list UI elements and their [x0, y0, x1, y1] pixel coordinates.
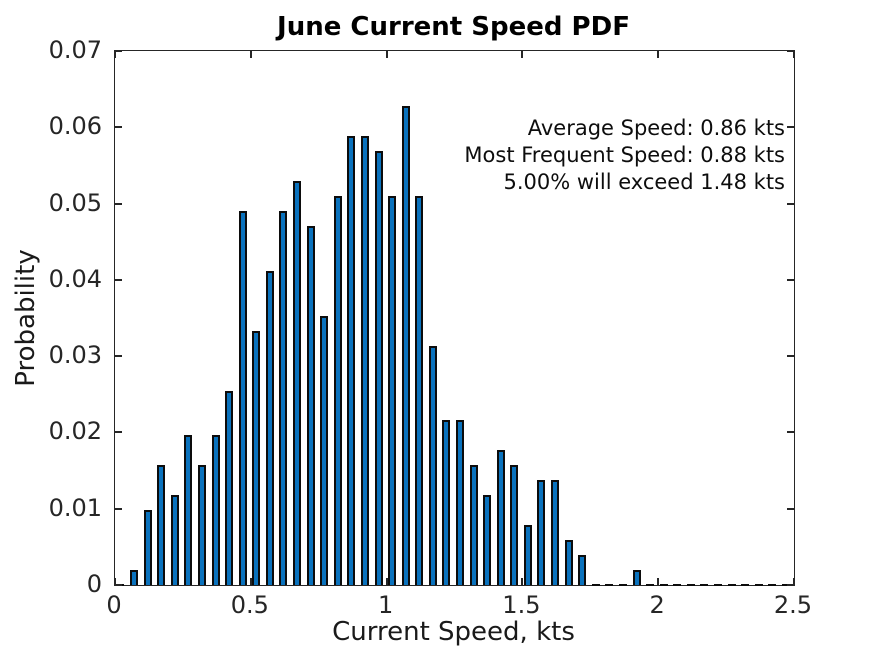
histogram-bar	[551, 480, 559, 585]
chart-title: June Current Speed PDF	[277, 12, 630, 42]
y-tick-label: 0.07	[48, 36, 102, 64]
histogram-bar	[578, 555, 587, 585]
histogram-bar	[130, 570, 138, 585]
histogram-bar	[523, 525, 532, 585]
y-tick-mark	[115, 202, 122, 205]
x-tick-mark	[249, 578, 252, 585]
stats-annotation: Average Speed: 0.86 kts Most Frequent Sp…	[464, 115, 785, 196]
histogram-bar	[415, 196, 424, 585]
histogram-bar	[632, 570, 641, 585]
annotation-average-speed: Average Speed: 0.86 kts	[527, 116, 785, 140]
x-tick-mark	[657, 578, 660, 585]
y-tick-mark	[787, 126, 794, 129]
histogram-bar	[252, 331, 261, 585]
zero-bin-mark	[659, 584, 668, 586]
y-tick-mark	[115, 507, 122, 510]
histogram-bar	[442, 420, 451, 585]
y-tick-mark	[115, 126, 122, 129]
histogram-bar	[469, 465, 478, 585]
histogram-bar	[143, 510, 152, 585]
zero-bin-mark	[768, 584, 777, 586]
histogram-bar	[157, 465, 166, 585]
y-tick-mark	[787, 278, 794, 281]
y-tick-label: 0	[86, 570, 102, 598]
plot-area	[114, 50, 795, 586]
x-axis-label: Current Speed, kts	[332, 617, 575, 647]
y-tick-mark	[115, 431, 122, 434]
y-tick-label: 0.04	[48, 264, 102, 293]
x-tick-mark	[657, 51, 660, 58]
histogram-bar	[401, 106, 410, 585]
y-tick-label: 0.05	[48, 188, 102, 217]
x-tick-label: 2.5	[773, 591, 813, 619]
histogram-bar	[564, 540, 573, 585]
histogram-bar	[455, 420, 464, 585]
zero-bin-mark	[714, 584, 722, 586]
zero-bin-mark	[741, 584, 750, 586]
y-tick-mark	[787, 584, 794, 586]
zero-bin-mark	[686, 584, 695, 586]
histogram-bar	[265, 271, 274, 585]
y-tick-mark	[115, 278, 122, 281]
y-tick-mark	[115, 50, 122, 52]
zero-bin-mark	[605, 584, 614, 586]
histogram-bar	[225, 391, 234, 585]
x-tick-label: 1.5	[502, 591, 541, 619]
x-tick-mark	[521, 578, 524, 585]
histogram-bar	[374, 151, 383, 585]
x-tick-mark	[114, 51, 116, 58]
zero-bin-mark	[727, 584, 736, 586]
histogram-bar	[170, 495, 179, 585]
histogram-bar	[360, 136, 369, 585]
y-tick-label: 0.01	[48, 493, 102, 522]
x-tick-mark	[521, 51, 524, 58]
zero-bin-mark	[781, 584, 790, 586]
histogram-bar	[279, 211, 288, 585]
x-tick-label: 1	[377, 591, 394, 619]
zero-bin-mark	[618, 584, 627, 586]
histogram-bar	[293, 181, 301, 585]
histogram-bar	[306, 226, 315, 585]
histogram-bar	[537, 480, 546, 585]
x-tick-mark	[793, 51, 795, 58]
zero-bin-mark	[646, 584, 655, 586]
y-tick-label: 0.03	[48, 341, 102, 370]
x-tick-mark	[385, 51, 388, 58]
y-tick-mark	[115, 584, 122, 586]
histogram-bar	[197, 465, 206, 585]
y-tick-mark	[787, 431, 794, 434]
y-tick-label: 0.06	[48, 112, 102, 141]
x-tick-mark	[793, 578, 795, 585]
histogram-bar	[333, 196, 342, 585]
x-tick-label: 2	[649, 591, 665, 619]
histogram-bar	[428, 346, 437, 585]
histogram-bar	[320, 316, 329, 585]
x-tick-mark	[114, 578, 116, 585]
x-tick-mark	[249, 51, 252, 58]
histogram-bar	[238, 211, 247, 585]
histogram-bar	[388, 196, 396, 585]
annotation-exceedance: 5.00% will exceed 1.48 kts	[503, 170, 785, 194]
zero-bin-mark	[700, 584, 709, 586]
y-tick-mark	[787, 202, 794, 205]
x-tick-label: 0	[106, 591, 122, 619]
y-tick-mark	[115, 355, 122, 358]
histogram-bar	[496, 450, 505, 585]
annotation-most-frequent-speed: Most Frequent Speed: 0.88 kts	[464, 143, 785, 167]
y-tick-mark	[787, 507, 794, 510]
x-tick-mark	[385, 578, 388, 585]
x-tick-label: 0.5	[230, 591, 269, 619]
histogram-bar	[184, 435, 193, 585]
histogram-bar	[211, 435, 220, 585]
zero-bin-mark	[591, 584, 600, 586]
histogram-bar	[483, 495, 492, 585]
y-tick-label: 0.02	[48, 417, 102, 446]
zero-bin-mark	[673, 584, 682, 586]
histogram-bar	[347, 136, 356, 585]
y-tick-mark	[787, 50, 794, 52]
y-tick-mark	[787, 355, 794, 358]
zero-bin-mark	[754, 584, 763, 586]
histogram-bar	[510, 465, 519, 585]
